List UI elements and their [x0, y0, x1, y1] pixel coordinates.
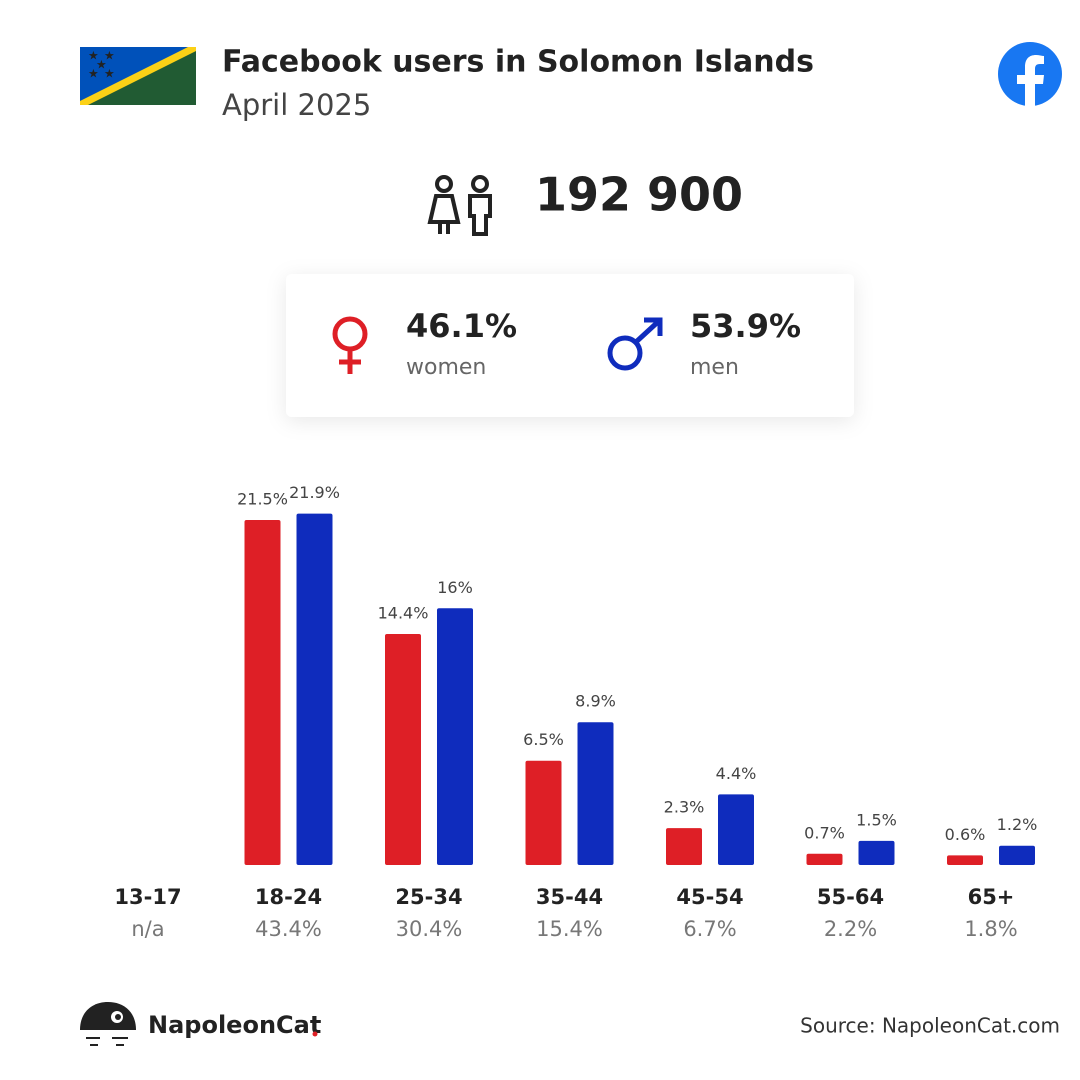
category-label: 18-24 — [255, 885, 322, 909]
facebook-logo — [998, 42, 1062, 106]
bar — [666, 828, 702, 865]
gender-card — [286, 274, 854, 417]
value-label: 2.3% — [664, 798, 705, 817]
category-label: 65+ — [968, 885, 1015, 909]
bar — [999, 845, 1035, 865]
svg-text:★: ★ — [96, 58, 107, 72]
bar — [244, 520, 281, 865]
category-total: n/a — [131, 917, 164, 941]
category-total: 2.2% — [824, 917, 877, 941]
female-icon — [332, 316, 368, 374]
women-label: women — [406, 355, 486, 380]
women-share: 46.1% — [406, 307, 517, 345]
bar — [947, 855, 983, 865]
title: Facebook users in Solomon Islands — [222, 45, 814, 80]
value-label: 0.7% — [804, 823, 845, 842]
category-label: 13-17 — [114, 885, 181, 909]
category-total: 15.4% — [536, 917, 603, 941]
bar — [577, 722, 614, 865]
source: Source: NapoleonCat.com — [800, 1014, 1060, 1038]
bar — [296, 513, 333, 865]
value-label: 1.5% — [856, 810, 897, 829]
napoleoncat-logo — [80, 1002, 136, 1046]
value-label: 21.9% — [289, 483, 340, 502]
value-label: 1.2% — [997, 815, 1038, 834]
value-label: 8.9% — [575, 692, 616, 711]
men-label: men — [690, 355, 739, 380]
svg-text:★: ★ — [88, 49, 99, 63]
value-label: 21.5% — [237, 490, 288, 509]
category-label: 35-44 — [536, 885, 603, 909]
category-total: 1.8% — [964, 917, 1017, 941]
category-total: 6.7% — [683, 917, 736, 941]
users-icon — [427, 175, 492, 236]
bar — [858, 840, 895, 865]
svg-text:★: ★ — [88, 67, 99, 81]
bar-chart: 13-17 n/a 18-24 43.4% 21.5% 21.9% 25-34 30.4% 14… — [114, 483, 1037, 941]
brand: NapoleonCat — [148, 1011, 321, 1039]
category-label: 25-34 — [395, 885, 462, 909]
men-share: 53.9% — [690, 307, 801, 345]
brand-dot — [312, 1031, 318, 1037]
value-label: 4.4% — [716, 764, 757, 783]
svg-text:★: ★ — [104, 49, 115, 63]
category-total: 30.4% — [396, 917, 463, 941]
bar — [385, 633, 421, 865]
value-label: 16% — [437, 578, 473, 597]
category-label: 55-64 — [817, 885, 884, 909]
flag: ★ ★★★ ★ — [80, 47, 196, 105]
bar — [437, 608, 473, 865]
bar — [806, 853, 843, 865]
male-icon — [607, 317, 663, 371]
subtitle: April 2025 — [222, 88, 371, 122]
bar — [525, 760, 562, 865]
value-label: 0.6% — [945, 825, 986, 844]
category-total: 43.4% — [255, 917, 322, 941]
value-label: 14.4% — [378, 603, 429, 622]
category-label: 45-54 — [676, 885, 743, 909]
total-users: 192 900 — [535, 168, 743, 222]
svg-text:★: ★ — [104, 67, 115, 81]
value-label: 6.5% — [523, 730, 564, 749]
bar — [718, 794, 754, 865]
